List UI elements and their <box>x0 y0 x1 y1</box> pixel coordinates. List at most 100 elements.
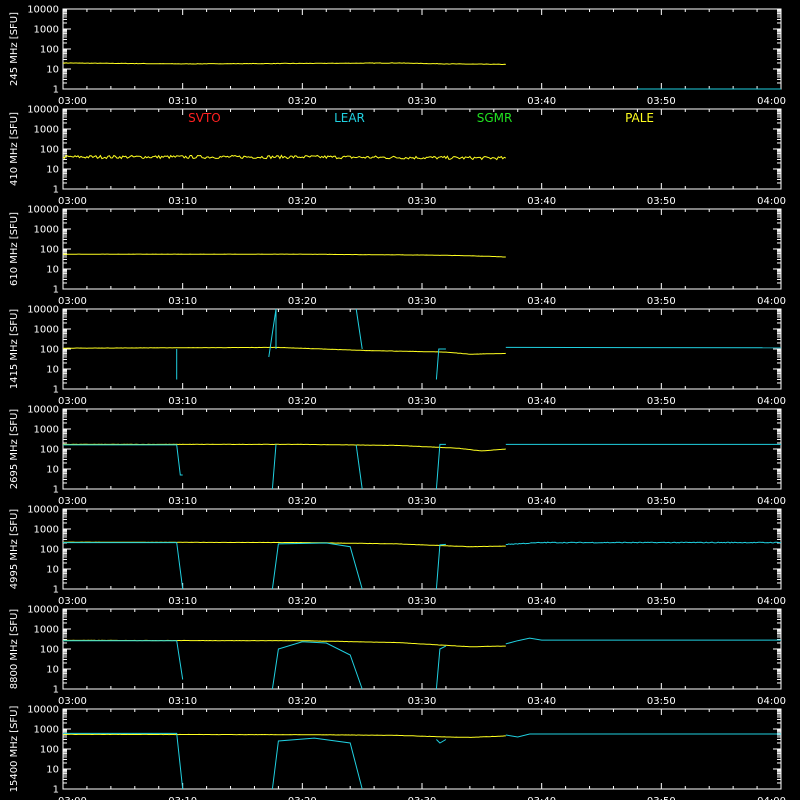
y-tick-label: 10 <box>46 465 59 476</box>
y-tick-label: 10000 <box>27 705 59 716</box>
panel-frame <box>62 608 782 690</box>
series-line-lear <box>271 737 363 790</box>
x-tick-label: 03:30 <box>408 496 437 507</box>
x-tick-label: 03:10 <box>168 296 197 307</box>
panel-frame <box>62 308 782 390</box>
y-tick-label: 1 <box>53 485 59 496</box>
y-tick-label: 100 <box>40 745 59 756</box>
series-line-pale <box>63 733 506 738</box>
y-tick-label: 10000 <box>27 605 59 616</box>
panel-frame <box>62 8 782 90</box>
y-axis-label: 2695 MHz [SFU] <box>9 409 20 490</box>
y-tick-label: 100 <box>40 345 59 356</box>
x-tick-label: 03:10 <box>168 796 197 800</box>
x-tick-label: 04:00 <box>757 696 786 707</box>
x-tick-label: 03:10 <box>168 196 197 207</box>
y-tick-label: 1000 <box>34 225 59 236</box>
y-tick-label: 10 <box>46 365 59 376</box>
series-line-lear <box>355 444 363 490</box>
x-tick-label: 04:00 <box>757 596 786 607</box>
series-line-pale <box>62 62 506 65</box>
y-tick-label: 100 <box>40 245 59 256</box>
x-tick-label: 03:20 <box>288 96 317 107</box>
x-tick-label: 03:40 <box>527 696 556 707</box>
x-tick-label: 03:00 <box>58 496 87 507</box>
x-tick-label: 03:30 <box>408 596 437 607</box>
x-tick-label: 03:00 <box>58 696 87 707</box>
y-axis-label: 410 MHz [SFU] <box>9 112 20 186</box>
x-tick-label: 03:20 <box>288 596 317 607</box>
series-line-lear <box>435 543 446 590</box>
x-tick-label: 03:20 <box>288 696 317 707</box>
y-tick-label: 1 <box>53 685 59 696</box>
x-tick-label: 04:00 <box>757 96 786 107</box>
series-line-pale <box>62 253 506 258</box>
series-line-lear <box>436 739 447 744</box>
panel-frame <box>62 408 782 490</box>
legend-item-svto: SVTO <box>188 111 221 125</box>
x-tick-label: 04:00 <box>757 196 786 207</box>
y-tick-label: 10000 <box>27 305 59 316</box>
y-tick-label: 10 <box>46 665 59 676</box>
x-tick-label: 03:20 <box>288 396 317 407</box>
legend-item-pale: PALE <box>625 111 654 125</box>
series-line-lear <box>435 645 447 690</box>
y-tick-label: 1 <box>53 385 59 396</box>
x-tick-label: 03:30 <box>408 196 437 207</box>
x-tick-label: 04:00 <box>757 496 786 507</box>
x-tick-label: 04:00 <box>757 796 786 800</box>
x-tick-label: 03:50 <box>647 296 676 307</box>
x-tick-label: 03:30 <box>408 796 437 800</box>
series-line-lear <box>435 348 446 380</box>
x-tick-label: 03:50 <box>647 496 676 507</box>
x-tick-label: 03:10 <box>168 396 197 407</box>
x-tick-label: 03:40 <box>527 596 556 607</box>
series-line-lear <box>271 542 363 590</box>
panel-frame <box>62 508 782 590</box>
y-tick-label: 10 <box>46 265 59 276</box>
x-tick-label: 03:50 <box>647 396 676 407</box>
series-line-lear <box>271 641 363 690</box>
x-tick-label: 03:20 <box>288 796 317 800</box>
y-tick-label: 1 <box>53 785 59 796</box>
series-line-pale <box>62 443 506 452</box>
y-tick-label: 1 <box>53 185 59 196</box>
x-tick-label: 03:30 <box>408 296 437 307</box>
y-tick-label: 10000 <box>27 405 59 416</box>
y-tick-label: 1000 <box>34 625 59 636</box>
series-line-pale <box>62 154 507 161</box>
y-axis-label: 8800 MHz [SFU] <box>9 609 20 690</box>
x-tick-label: 03:40 <box>527 196 556 207</box>
x-tick-label: 03:50 <box>647 796 676 800</box>
x-tick-label: 03:00 <box>58 296 87 307</box>
legend-item-sgmr: SGMR <box>477 111 513 125</box>
series-line-lear <box>271 444 277 490</box>
y-tick-label: 100 <box>40 645 59 656</box>
x-tick-label: 03:10 <box>168 96 197 107</box>
y-tick-label: 10 <box>46 165 59 176</box>
x-tick-label: 03:00 <box>58 796 87 800</box>
x-tick-label: 04:00 <box>757 296 786 307</box>
series-line-lear <box>63 542 184 590</box>
panel-frame <box>62 208 782 290</box>
y-tick-label: 1000 <box>34 125 59 136</box>
y-tick-label: 1000 <box>34 25 59 36</box>
y-axis-label: 1415 MHz [SFU] <box>9 309 20 390</box>
y-tick-label: 100 <box>40 45 59 56</box>
series-line-lear <box>63 640 184 680</box>
y-tick-label: 10 <box>46 65 59 76</box>
series-line-lear <box>505 541 781 546</box>
panel-frame <box>62 708 782 790</box>
y-tick-label: 100 <box>40 445 59 456</box>
series-line-pale <box>62 639 506 648</box>
series-line-lear <box>355 308 363 350</box>
x-tick-label: 03:10 <box>168 496 197 507</box>
series-line-pale <box>63 346 506 355</box>
y-tick-label: 1000 <box>34 725 59 736</box>
y-tick-label: 1 <box>53 85 59 96</box>
y-tick-label: 1000 <box>34 325 59 336</box>
y-axis-label: 245 MHz [SFU] <box>9 12 20 86</box>
x-tick-label: 03:30 <box>408 396 437 407</box>
y-tick-label: 10 <box>46 565 59 576</box>
